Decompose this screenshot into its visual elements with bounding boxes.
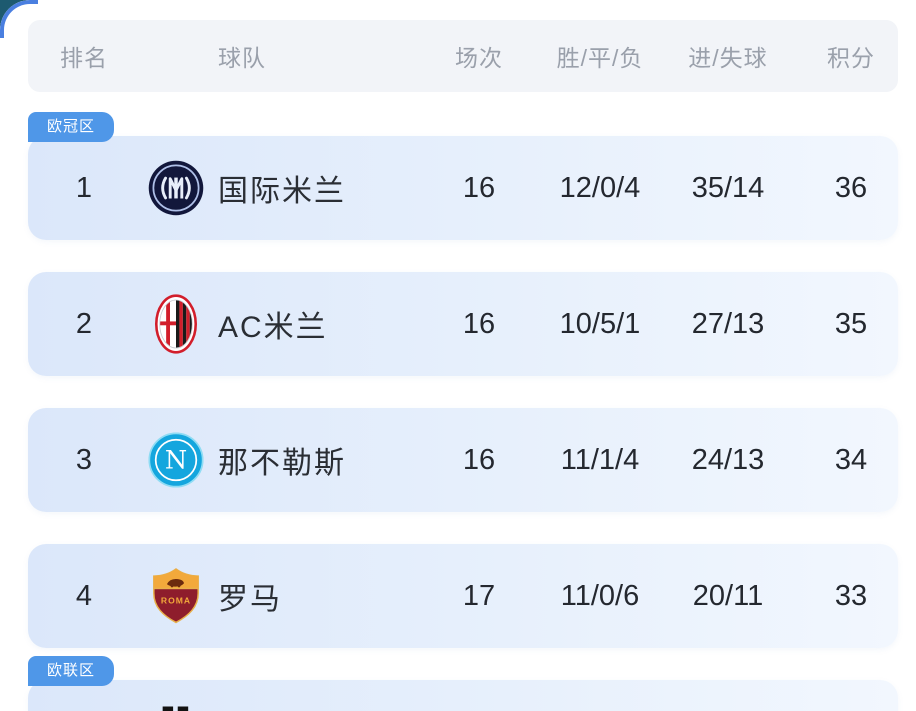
matches-value: 17 [462, 579, 496, 612]
roma-crest-icon: ROMA [140, 567, 212, 625]
goals-value: 20/11 [692, 579, 764, 612]
team-name: AC米兰 [218, 311, 328, 344]
header-matches: 场次 [455, 45, 503, 71]
matches-value: 16 [462, 443, 496, 476]
zone-badge-champions-league: 欧冠区 [28, 112, 115, 142]
zone-group-europa-league: 欧联区 5 尤文图斯 17 9/5/3 22/15 32 [28, 656, 898, 711]
wdl-value: 12/0/4 [559, 171, 641, 204]
rank-value: 2 [75, 307, 93, 340]
table-row[interactable]: 1 国际米兰 16 12/0/4 35/14 36 [28, 136, 898, 240]
table-row[interactable]: 4 ROMA 罗马 17 11/0/6 20/11 [28, 544, 898, 648]
rank-value: 4 [75, 579, 93, 612]
table-row[interactable]: 2 A [28, 272, 898, 376]
header-team: 球队 [218, 45, 266, 71]
points-value: 35 [834, 307, 868, 340]
inter-milan-crest-icon [140, 159, 212, 217]
team-name: 那不勒斯 [218, 447, 346, 480]
points-value: 34 [834, 443, 868, 476]
goals-value: 35/14 [691, 171, 765, 204]
matches-value: 16 [462, 307, 496, 340]
zone-badge-europa-league: 欧联区 [28, 656, 115, 686]
napoli-crest-icon: N [140, 431, 212, 489]
team-name: 罗马 [218, 583, 282, 616]
goals-value: 24/13 [691, 443, 765, 476]
points-value: 33 [834, 579, 868, 612]
points-value: 36 [834, 171, 868, 204]
goals-value: 27/13 [691, 307, 765, 340]
svg-text:N: N [165, 446, 187, 476]
table-row[interactable]: 5 尤文图斯 17 9/5/3 22/15 32 [28, 680, 898, 711]
team-name: 国际米兰 [218, 175, 346, 208]
wdl-value: 10/5/1 [559, 307, 641, 340]
zone-group-champions-league: 欧冠区 1 国际米兰 16 12/0/4 35/14 [28, 112, 898, 240]
rank-value: 3 [75, 443, 93, 476]
juventus-crest-icon [140, 703, 212, 711]
wdl-value: 11/0/6 [560, 579, 640, 612]
svg-text:ROMA: ROMA [161, 595, 191, 605]
header-points: 积分 [827, 45, 875, 71]
rank-value: 1 [75, 171, 93, 204]
header-wdl: 胜/平/负 [556, 45, 644, 71]
table-header-row: 排名 球队 场次 胜/平/负 进/失球 积分 [28, 20, 898, 92]
header-rank: 排名 [60, 45, 108, 71]
header-goals: 进/失球 [688, 45, 768, 71]
table-row[interactable]: 3 N 那不勒斯 16 11/1/4 24/13 34 [28, 408, 898, 512]
matches-value: 16 [462, 171, 496, 204]
wdl-value: 11/1/4 [560, 443, 640, 476]
ac-milan-crest-icon [140, 294, 212, 354]
